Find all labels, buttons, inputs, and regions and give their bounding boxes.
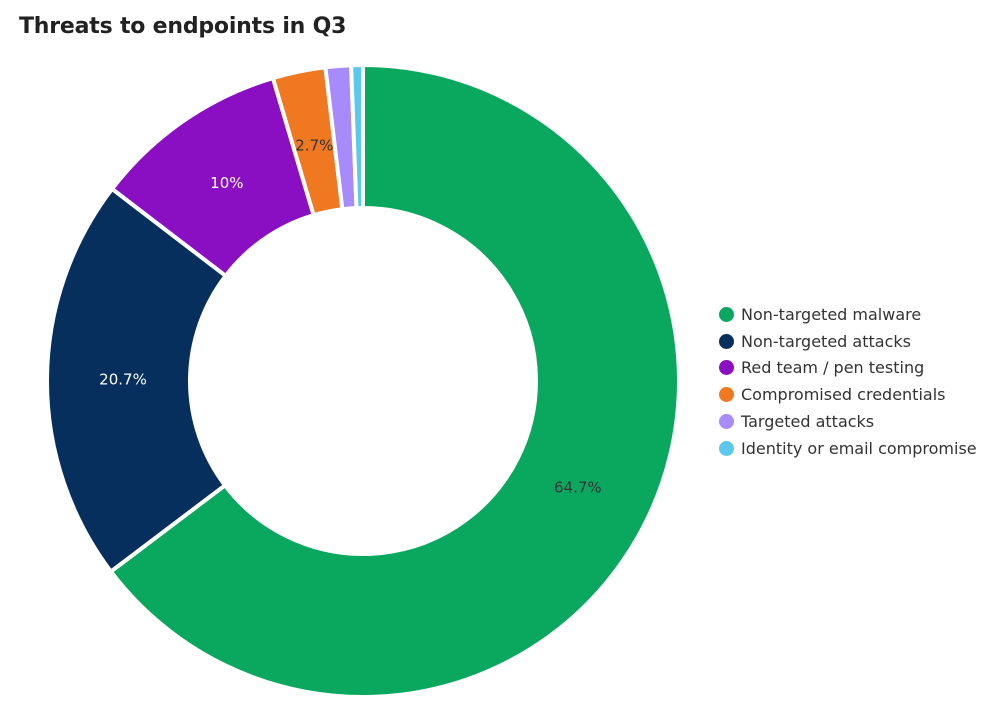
- legend-label: Targeted attacks: [741, 412, 875, 432]
- slice-identity-or-email-compromise[interactable]: [349, 63, 365, 211]
- legend-label: Red team / pen testing: [741, 358, 925, 378]
- legend-label: Compromised credentials: [741, 385, 946, 405]
- slice-label-non-targeted-malware: 64.7%: [554, 478, 602, 496]
- legend-item-compromised-credentials[interactable]: Compromised credentials: [719, 381, 994, 408]
- legend-label: Non-targeted malware: [741, 304, 922, 324]
- legend-label: Non-targeted attacks: [741, 331, 911, 351]
- legend-swatch: [719, 440, 734, 456]
- slice-non-targeted-malware[interactable]: [108, 63, 681, 699]
- slice-label-non-targeted-attacks: 20.7%: [99, 371, 147, 389]
- legend-label: Identity or email compromise: [741, 438, 977, 458]
- slice-non-targeted-attacks[interactable]: [45, 186, 228, 574]
- legend-item-red-team-pen-testing[interactable]: Red team / pen testing: [719, 355, 994, 382]
- slice-label-red-team-pen-testing: 10%: [210, 174, 243, 192]
- legend-item-identity-or-email-compromise[interactable]: Identity or email compromise: [719, 435, 994, 462]
- legend-item-targeted-attacks[interactable]: Targeted attacks: [719, 408, 994, 435]
- legend-swatch: [719, 360, 734, 376]
- chart-title: Threats to endpoints in Q3: [19, 14, 347, 39]
- legend-item-non-targeted-attacks[interactable]: Non-targeted attacks: [719, 328, 994, 355]
- slice-label-compromised-credentials: 2.7%: [295, 136, 333, 154]
- legend-swatch: [719, 387, 734, 403]
- legend-swatch: [719, 306, 734, 322]
- legend-swatch: [719, 333, 734, 349]
- legend-item-non-targeted-malware[interactable]: Non-targeted malware: [719, 301, 994, 328]
- chart-legend: Non-targeted malware Non-targeted attacks…: [719, 301, 994, 462]
- legend-swatch: [719, 414, 734, 430]
